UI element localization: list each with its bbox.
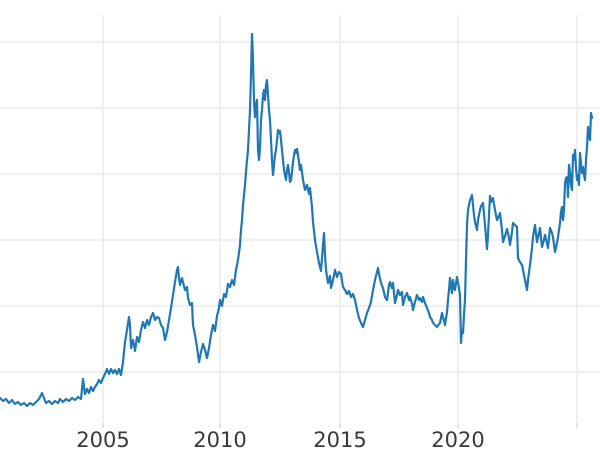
price-line xyxy=(0,32,594,408)
x-axis-ticks xyxy=(102,423,578,428)
x-axis-tick-labels: 2005 2010 2015 2020 xyxy=(76,428,484,450)
x-tick-label: 2005 xyxy=(76,428,129,450)
x-tick-label: 2020 xyxy=(431,428,484,450)
x-tick-label: 2015 xyxy=(313,428,366,450)
horizontal-gridlines xyxy=(0,41,600,373)
x-tick-label: 2010 xyxy=(193,428,246,450)
vertical-gridlines xyxy=(102,15,578,423)
data-series xyxy=(0,32,594,408)
